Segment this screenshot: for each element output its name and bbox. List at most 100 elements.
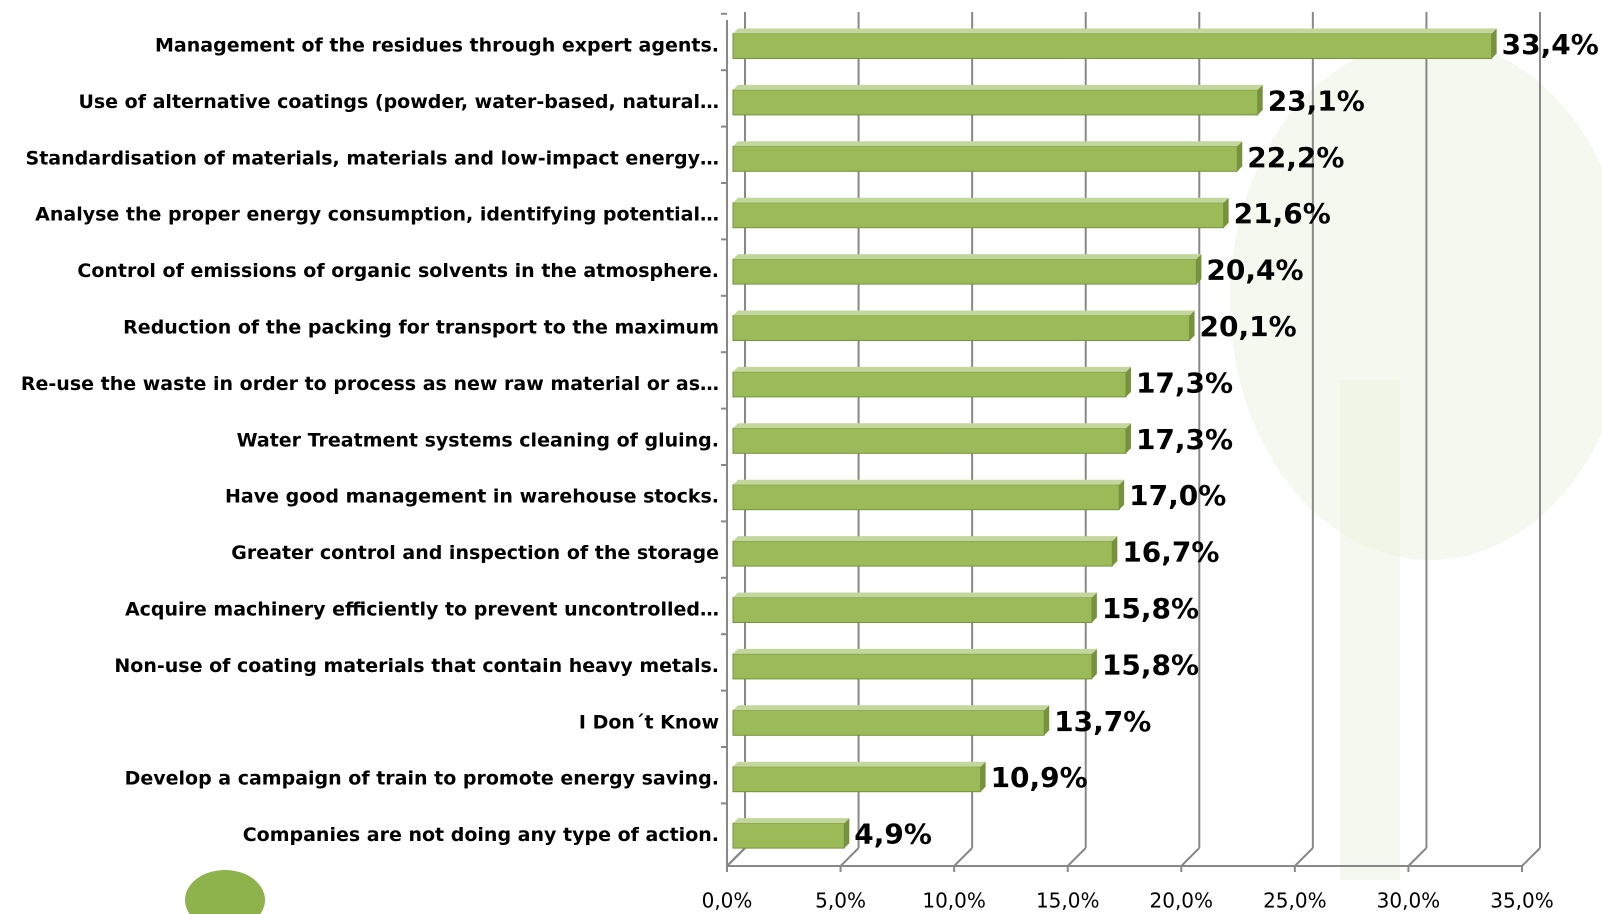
bar-top: [733, 84, 1263, 90]
value-label: 21,6%: [1234, 197, 1331, 230]
bar-side: [1112, 536, 1118, 567]
y-tick-label: Acquire machinery efficiently to prevent…: [125, 599, 719, 621]
bar-top: [733, 818, 850, 824]
bar-top: [733, 648, 1097, 654]
y-tick-label: Develop a campaign of train to promote e…: [125, 768, 719, 790]
bar-top: [733, 141, 1243, 147]
y-tick-label: Standardisation of materials, materials …: [26, 147, 719, 169]
value-label: 10,9%: [991, 761, 1088, 794]
bar-top: [733, 761, 986, 767]
bar-side: [1125, 423, 1131, 454]
grid-line-floor: [953, 847, 973, 867]
value-label: 17,3%: [1136, 423, 1233, 456]
bar: [732, 145, 1238, 172]
y-tick-label: Water Treatment systems cleaning of glui…: [237, 429, 719, 451]
bar-top: [733, 197, 1229, 203]
bar-top: [733, 592, 1097, 598]
bar: [732, 258, 1197, 285]
bar: [732, 89, 1259, 116]
bar: [732, 709, 1045, 736]
y-tick-label: Reduction of the packing for transport t…: [123, 317, 719, 339]
bar-group: [732, 648, 1097, 680]
bar-top: [733, 423, 1131, 429]
bar-group: [732, 197, 1229, 229]
grid-line-floor: [1294, 847, 1314, 867]
value-label: 13,7%: [1054, 705, 1151, 738]
bar-group: [732, 84, 1263, 116]
bar-group: [732, 28, 1497, 59]
bar-top: [733, 28, 1497, 34]
value-label: 20,1%: [1200, 310, 1297, 343]
bar: [732, 653, 1093, 680]
y-tick-label: Analyse the proper energy consumption, i…: [35, 204, 719, 226]
bar-side: [1196, 254, 1202, 285]
x-tick-label: 30,0%: [1377, 889, 1441, 913]
bar: [732, 484, 1120, 511]
bar-side: [1237, 141, 1243, 172]
bar: [732, 202, 1225, 229]
value-label: 20,4%: [1206, 254, 1303, 287]
x-tick-label: 5,0%: [815, 889, 866, 913]
bar: [732, 33, 1493, 59]
bar-group: [732, 254, 1202, 285]
value-label: 17,0%: [1129, 479, 1226, 512]
grid-line-floor: [1180, 847, 1200, 867]
bar: [732, 371, 1127, 398]
bar: [732, 766, 982, 793]
grid-line-floor: [1407, 847, 1428, 867]
bar-side: [844, 818, 850, 849]
bar-side: [1119, 479, 1125, 510]
bar-side: [1125, 366, 1131, 397]
value-label: 15,8%: [1102, 592, 1199, 625]
y-tick-label: Control of emissions of organic solvents…: [77, 260, 719, 282]
grid-line-floor: [839, 847, 860, 867]
x-tick-label: 20,0%: [1150, 889, 1214, 913]
bar-side: [1491, 28, 1497, 59]
bar-side: [1223, 197, 1229, 228]
bar: [732, 597, 1093, 623]
bar-side: [980, 761, 986, 792]
x-tick-label: 25,0%: [1263, 889, 1327, 913]
y-tick-label: Use of alternative coatings (powder, wat…: [78, 91, 719, 113]
value-label: 22,2%: [1247, 141, 1344, 174]
background-tree: [185, 40, 1602, 914]
bar-side: [1044, 705, 1050, 736]
bar-side: [1257, 84, 1263, 115]
bar: [732, 427, 1127, 454]
y-tick-label: Companies are not doing any type of acti…: [243, 824, 719, 846]
bar-group: [732, 310, 1195, 341]
value-label: 23,1%: [1268, 84, 1365, 117]
bar-group: [732, 818, 850, 849]
grid-line-floor: [1521, 847, 1541, 867]
y-tick-label: Greater control and inspection of the st…: [231, 542, 719, 564]
bar-top: [733, 254, 1202, 260]
bar-side: [1091, 592, 1097, 623]
bar-group: [732, 479, 1125, 511]
x-tick-label: 35,0%: [1490, 889, 1554, 913]
bar-group: [732, 761, 986, 793]
bar-top: [733, 366, 1131, 372]
bar-top: [733, 479, 1125, 485]
bar-side: [1091, 648, 1097, 679]
x-tick-label: 10,0%: [922, 889, 986, 913]
bar-group: [732, 536, 1118, 567]
value-label: 4,9%: [854, 818, 932, 851]
y-tick-label: I Don´t Know: [579, 711, 719, 733]
bar-group: [732, 366, 1131, 398]
bar-group: [732, 705, 1050, 736]
x-tick-label: 15,0%: [1036, 889, 1100, 913]
bar: [732, 540, 1113, 567]
value-label: 16,7%: [1122, 536, 1219, 569]
bar: [732, 315, 1191, 341]
y-tick-label: Management of the residues through exper…: [155, 35, 719, 57]
grid-line-floor: [1067, 847, 1087, 867]
x-tick-label: 0,0%: [702, 889, 753, 913]
value-label: 33,4%: [1502, 28, 1599, 61]
bar: [732, 822, 845, 849]
bar-group: [732, 592, 1097, 623]
y-tick-label: Have good management in warehouse stocks…: [225, 486, 719, 508]
grid-line-floor: [726, 847, 746, 867]
value-label: 15,8%: [1102, 648, 1199, 681]
bar-top: [733, 705, 1050, 711]
